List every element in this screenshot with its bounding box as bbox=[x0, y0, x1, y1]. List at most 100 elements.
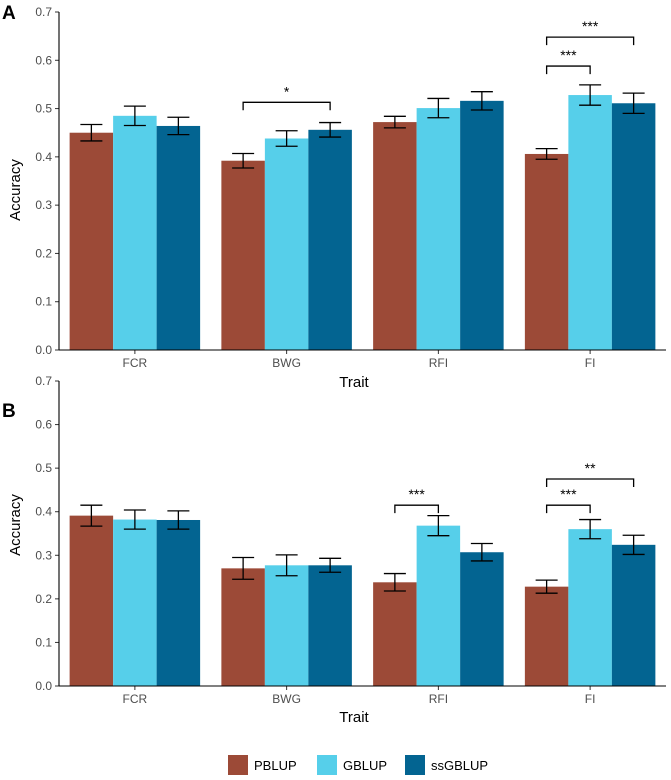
panel-b-errorbar-fcr-ssgblup bbox=[167, 510, 190, 530]
panel-b-sig-bracket-rfi-0: *** bbox=[394, 486, 440, 514]
legend-swatch-pblup bbox=[228, 755, 248, 775]
panel-a-x-title: Trait bbox=[339, 374, 369, 391]
panel-a-sig-label: *** bbox=[582, 18, 599, 34]
panel-b-sig-label: *** bbox=[408, 486, 425, 502]
panel-a-errorbar-bwg-gblup bbox=[275, 130, 298, 147]
panel-a-sig-bracket-bwg-0: * bbox=[242, 83, 331, 111]
panel-b-x-title: Trait bbox=[339, 709, 369, 726]
panel-a-sig-label: *** bbox=[560, 47, 577, 63]
legend-item-pblup: PBLUP bbox=[228, 755, 297, 775]
panel-a-bar-rfi-pblup bbox=[373, 122, 417, 350]
panel-b-bar-fi-pblup bbox=[524, 586, 569, 686]
panel-a-bar-rfi-ssgblup bbox=[460, 100, 504, 351]
panel-a-errorbar-bwg-ssgblup bbox=[319, 121, 342, 138]
panel-a-x-ticks: FCR BWG RFI FI bbox=[123, 350, 596, 370]
panel-a-bar-rfi-gblup bbox=[416, 108, 461, 351]
panel-b-y-tick-label: 0.3 bbox=[35, 548, 52, 562]
panel-b-bar-fcr-ssgblup bbox=[156, 519, 201, 686]
legend-label-pblup: PBLUP bbox=[254, 758, 297, 773]
panel-a-y-tick-label: 0.2 bbox=[35, 246, 52, 260]
panel-a-bar-fcr-ssgblup bbox=[156, 125, 201, 350]
panel-a: A 0.00.10.20.30.40.50.60.7 ******* FCR BW… bbox=[2, 3, 666, 391]
panel-b-x-tick-rfi: RFI bbox=[429, 692, 448, 706]
panel-b-errorbar-fi-pblup bbox=[535, 579, 558, 594]
panel-b-bar-fi-gblup bbox=[568, 529, 612, 686]
panel-b-x-tick-fi: FI bbox=[585, 692, 596, 706]
panel-b-sig-label: *** bbox=[560, 486, 577, 502]
panel-b-bar-fcr-gblup bbox=[113, 519, 157, 686]
panel-a-sig-bracket-fi-1: *** bbox=[545, 47, 591, 75]
panel-a-errorbar-fi-pblup bbox=[535, 147, 558, 160]
panel-a-x-tick-fi: FI bbox=[585, 356, 596, 370]
panel-b-errorbar-bwg-gblup bbox=[275, 554, 298, 577]
panel-b-errorbar-fcr-gblup bbox=[123, 509, 146, 530]
legend-label-ssgblup: ssGBLUP bbox=[431, 758, 488, 773]
panel-b-sig-bracket-fi-1: *** bbox=[545, 486, 591, 514]
panel-a-errorbar-fcr-ssgblup bbox=[167, 116, 190, 136]
panel-a-x-tick-rfi: RFI bbox=[429, 356, 448, 370]
panel-a-sig-bracket-fi-2: *** bbox=[545, 18, 635, 46]
panel-b-bar-bwg-ssgblup bbox=[308, 565, 352, 686]
panel-a-bar-fcr-gblup bbox=[113, 115, 157, 350]
legend: PBLUP GBLUP ssGBLUP bbox=[228, 755, 488, 775]
panel-b-x-tick-fcr: FCR bbox=[123, 692, 148, 706]
panel-b-errorbar-bwg-pblup bbox=[232, 556, 255, 580]
panel-b-error-bars bbox=[80, 504, 645, 594]
panel-b: B 0.00.10.20.30.40.50.60.7 *** ***** FCR B… bbox=[2, 374, 666, 726]
panel-a-errorbar-fcr-gblup bbox=[123, 105, 146, 127]
panel-b-significance: *** ***** bbox=[394, 460, 635, 514]
legend-swatch-gblup bbox=[317, 755, 337, 775]
panel-a-error-bars bbox=[80, 84, 645, 169]
panel-a-x-tick-fcr: FCR bbox=[123, 356, 148, 370]
panel-a-label: A bbox=[2, 3, 16, 24]
panel-a-bar-bwg-gblup bbox=[264, 138, 309, 350]
legend-swatch-ssgblup bbox=[405, 755, 425, 775]
panel-a-bar-fcr-pblup bbox=[69, 132, 114, 350]
panel-b-sig-bracket-fi-2: ** bbox=[545, 460, 635, 488]
panel-b-errorbar-rfi-pblup bbox=[383, 572, 406, 592]
panel-b-bar-fcr-pblup bbox=[69, 515, 114, 686]
panel-b-y-tick-label: 0.2 bbox=[35, 592, 52, 606]
panel-b-errorbar-fi-ssgblup bbox=[622, 534, 645, 556]
panel-b-bar-fi-ssgblup bbox=[611, 544, 656, 686]
panel-b-y-tick-label: 0.0 bbox=[35, 679, 52, 693]
legend-item-ssgblup: ssGBLUP bbox=[405, 755, 488, 775]
panel-a-errorbar-fi-ssgblup bbox=[622, 92, 645, 115]
panel-b-sig-label: ** bbox=[585, 460, 596, 476]
panel-a-y-tick-label: 0.4 bbox=[35, 150, 52, 164]
panel-a-sig-label: * bbox=[284, 83, 290, 99]
legend-label-gblup: GBLUP bbox=[343, 758, 387, 773]
panel-a-x-tick-bwg: BWG bbox=[272, 356, 301, 370]
panel-a-y-title: Accuracy bbox=[7, 159, 24, 221]
panel-b-label: B bbox=[2, 401, 16, 422]
panel-b-bars bbox=[69, 515, 656, 686]
panel-a-bar-fi-gblup bbox=[568, 95, 612, 351]
panel-b-y-title: Accuracy bbox=[7, 494, 24, 556]
panel-b-errorbar-fcr-pblup bbox=[80, 504, 103, 527]
panel-b-errorbar-rfi-gblup bbox=[427, 514, 450, 537]
panel-b-y-tick-label: 0.7 bbox=[35, 374, 52, 388]
panel-a-bar-fi-pblup bbox=[524, 153, 569, 350]
panel-b-bar-rfi-ssgblup bbox=[460, 552, 504, 686]
panel-b-bar-rfi-gblup bbox=[416, 525, 461, 686]
panel-a-y-tick-label: 0.3 bbox=[35, 198, 52, 212]
panel-b-errorbar-fi-gblup bbox=[579, 518, 602, 540]
panel-b-y-tick-label: 0.1 bbox=[35, 635, 52, 649]
panel-a-y-tick-label: 0.5 bbox=[35, 102, 52, 116]
panel-a-y-tick-label: 0.0 bbox=[35, 343, 52, 357]
panel-a-significance: ******* bbox=[242, 18, 635, 111]
panel-a-errorbar-rfi-gblup bbox=[427, 97, 450, 119]
panel-b-x-tick-bwg: BWG bbox=[272, 692, 301, 706]
panel-b-y-ticks: 0.0 0.1 0.2 0.3 0.4 0.5 0.6 0.7 bbox=[35, 374, 59, 693]
panel-b-bar-rfi-pblup bbox=[373, 582, 417, 686]
panel-a-bar-bwg-pblup bbox=[221, 160, 265, 350]
panel-a-errorbar-rfi-ssgblup bbox=[470, 91, 493, 111]
panel-b-errorbar-bwg-ssgblup bbox=[319, 557, 342, 573]
legend-item-gblup: GBLUP bbox=[317, 755, 387, 775]
panel-a-bar-bwg-ssgblup bbox=[308, 129, 352, 350]
panel-b-bar-bwg-gblup bbox=[264, 565, 309, 686]
panel-a-errorbar-fi-gblup bbox=[579, 84, 602, 106]
panel-b-y-tick-label: 0.4 bbox=[35, 505, 52, 519]
panel-a-y-tick-label: 0.7 bbox=[35, 5, 52, 19]
